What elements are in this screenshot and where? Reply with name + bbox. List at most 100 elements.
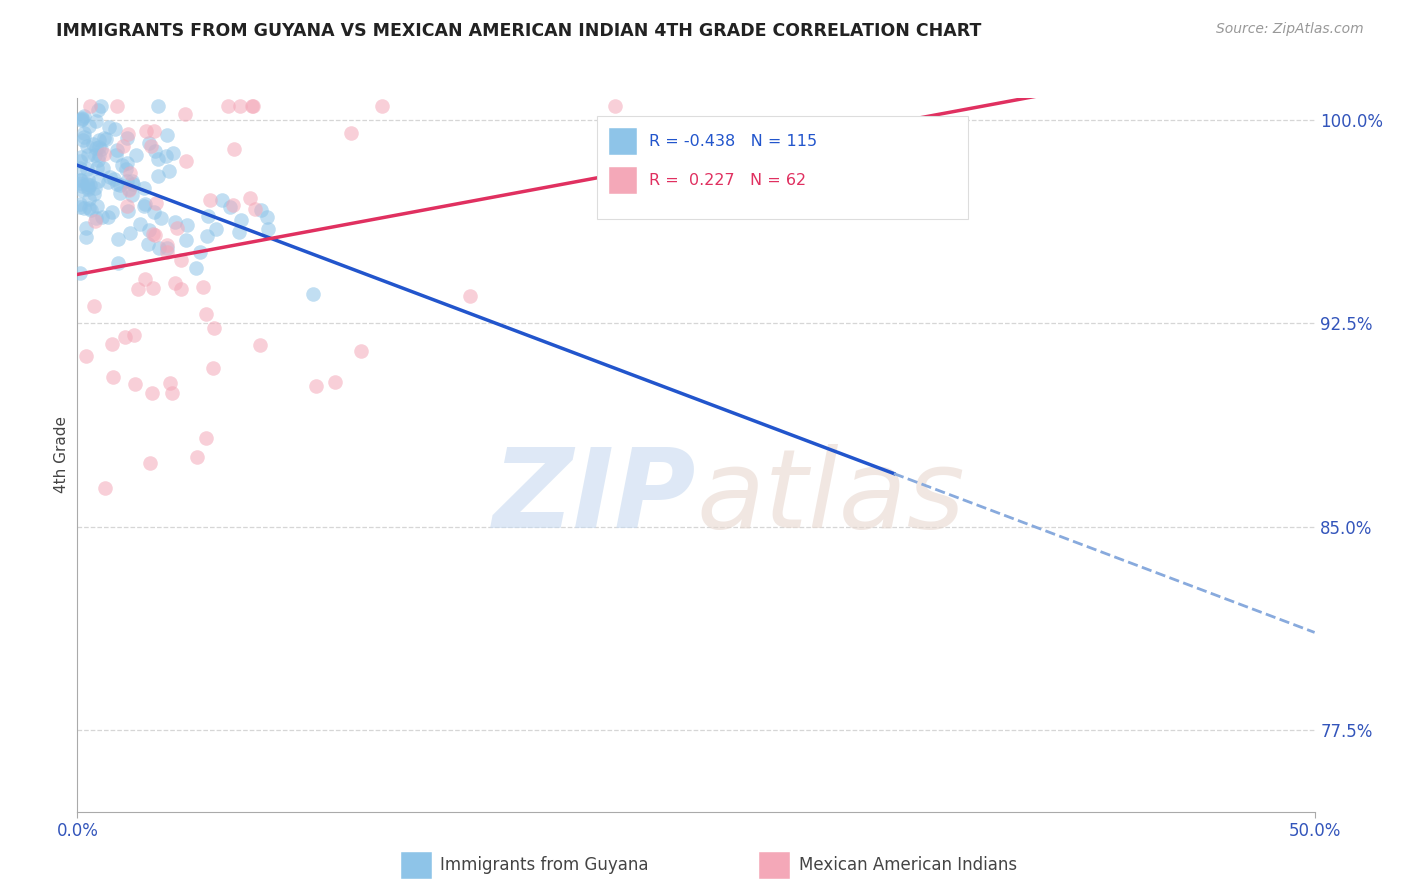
Point	[201, 360, 224, 375]
Point	[115, 161, 138, 176]
Point	[69, 200, 91, 214]
Point	[73, 109, 96, 123]
Point	[643, 129, 665, 144]
Point	[83, 147, 105, 161]
Point	[257, 222, 280, 236]
Point	[87, 133, 110, 147]
Point	[105, 99, 128, 113]
Point	[134, 197, 156, 211]
Point	[103, 121, 125, 136]
Point	[159, 376, 181, 390]
Point	[124, 327, 146, 342]
Point	[97, 211, 120, 225]
Text: Immigrants from Guyana: Immigrants from Guyana	[440, 856, 648, 874]
Point	[94, 481, 117, 495]
Point	[72, 126, 94, 140]
Point	[100, 170, 122, 185]
Point	[86, 103, 108, 117]
Point	[228, 225, 250, 239]
Point	[75, 230, 97, 244]
Text: atlas: atlas	[696, 444, 965, 551]
Point	[224, 142, 246, 156]
Point	[91, 210, 114, 224]
Point	[176, 219, 198, 233]
Point	[70, 150, 93, 164]
Point	[231, 212, 253, 227]
Point	[80, 203, 103, 218]
Point	[202, 320, 225, 334]
Point	[83, 214, 105, 228]
Point	[217, 99, 239, 113]
Point	[69, 153, 91, 168]
Point	[323, 375, 346, 389]
Point	[163, 214, 186, 228]
Point	[76, 177, 98, 191]
Point	[69, 161, 91, 175]
Point	[93, 131, 115, 145]
Point	[142, 281, 165, 295]
Point	[129, 217, 152, 231]
Point	[84, 141, 107, 155]
Point	[107, 232, 129, 246]
Point	[184, 260, 207, 275]
Point	[83, 299, 105, 313]
Point	[90, 142, 112, 156]
Point	[148, 241, 170, 255]
Point	[371, 99, 394, 113]
Point	[118, 183, 141, 197]
Point	[79, 178, 101, 192]
Point	[87, 148, 110, 162]
Point	[91, 161, 114, 176]
Point	[86, 199, 108, 213]
Point	[118, 182, 141, 196]
Point	[176, 154, 198, 169]
Point	[75, 349, 97, 363]
Point	[150, 211, 173, 225]
Point	[200, 193, 222, 207]
Point	[76, 182, 98, 196]
Point	[138, 223, 160, 237]
Point	[79, 192, 101, 206]
Point	[115, 174, 138, 188]
Point	[134, 180, 156, 194]
Point	[105, 143, 128, 157]
Point	[169, 282, 191, 296]
Point	[121, 178, 143, 192]
Point	[125, 148, 148, 162]
Point	[458, 289, 481, 303]
Point	[195, 229, 218, 244]
Point	[86, 153, 108, 167]
Point	[101, 205, 124, 219]
Point	[173, 107, 195, 121]
Point	[70, 112, 93, 126]
Point	[138, 136, 160, 150]
Point	[197, 209, 219, 223]
FancyBboxPatch shape	[609, 128, 637, 155]
Point	[169, 252, 191, 267]
Point	[146, 152, 169, 166]
Point	[219, 200, 242, 214]
Point	[239, 191, 262, 205]
Point	[228, 99, 250, 113]
Point	[143, 145, 166, 159]
Point	[97, 175, 120, 189]
Point	[249, 338, 271, 352]
Point	[250, 202, 273, 217]
Point	[302, 286, 325, 301]
Point	[110, 178, 132, 192]
Point	[86, 161, 108, 175]
Point	[603, 99, 626, 113]
Point	[146, 169, 169, 183]
Point	[120, 226, 142, 240]
Point	[72, 133, 94, 147]
Point	[76, 138, 98, 153]
Point	[138, 236, 160, 251]
Y-axis label: 4th Grade: 4th Grade	[53, 417, 69, 493]
Point	[79, 99, 101, 113]
Point	[73, 129, 96, 144]
Point	[90, 99, 112, 113]
Point	[139, 456, 162, 470]
Point	[124, 376, 146, 391]
Point	[127, 282, 149, 296]
Point	[194, 307, 217, 321]
